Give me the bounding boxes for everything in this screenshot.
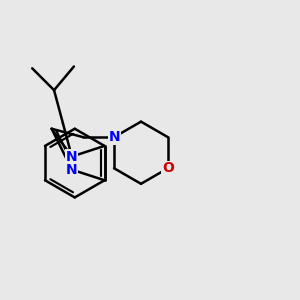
Text: N: N	[66, 149, 78, 164]
Text: N: N	[66, 163, 78, 177]
Text: O: O	[162, 161, 174, 175]
Text: N: N	[108, 130, 120, 144]
